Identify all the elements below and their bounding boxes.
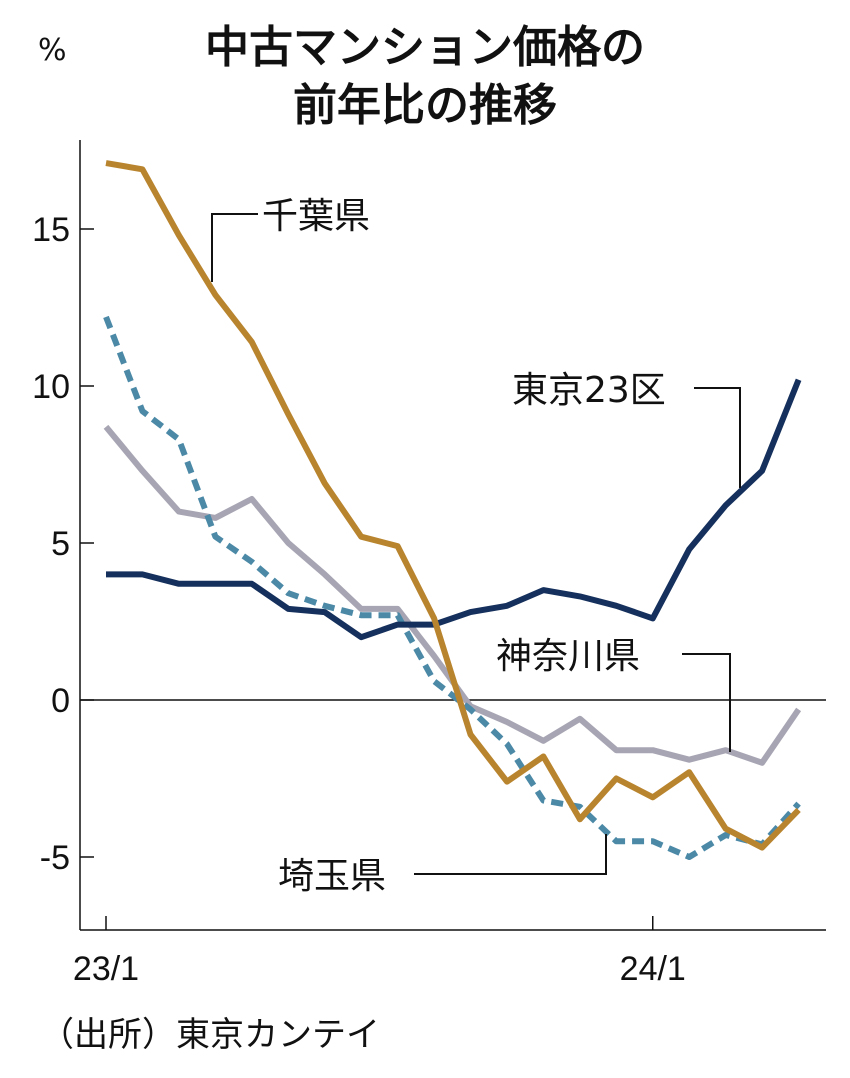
series-label: 東京23区 [512, 370, 666, 411]
y-tick-label: 10 [32, 368, 70, 406]
y-tick-label: 0 [51, 682, 70, 720]
annotation-leader [694, 387, 741, 488]
annotation-leader [211, 213, 258, 282]
series-label: 埼玉県 [278, 856, 386, 897]
x-tick-label: 24/1 [620, 950, 686, 988]
y-tick-label: -5 [40, 839, 70, 877]
series-line [103, 424, 802, 766]
series-layer [103, 160, 802, 860]
annotation-leader [414, 834, 607, 875]
y-tick-label: 15 [32, 211, 70, 249]
chart-title-line1: 中古マンション価格の [205, 22, 645, 73]
annotation-leader [682, 653, 731, 752]
axes: 15 10 5 0 -5 23/1 24/1 [32, 140, 826, 988]
x-tick-label: 23/1 [73, 950, 139, 988]
source-note: （出所）東京カンテイ [40, 1015, 380, 1055]
y-axis-unit: % [38, 33, 67, 68]
series-line [103, 315, 801, 860]
chart-title-line2: 前年比の推移 [293, 80, 557, 131]
series-line [106, 378, 802, 641]
series-line [105, 160, 801, 851]
series-label: 千葉県 [262, 196, 370, 237]
series-label: 神奈川県 [496, 636, 640, 677]
y-tick-label: 5 [51, 525, 70, 563]
